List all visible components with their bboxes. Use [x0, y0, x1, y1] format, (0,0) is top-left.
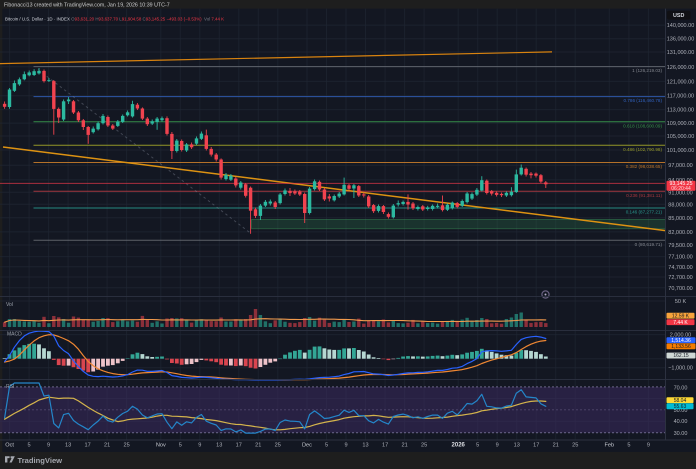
svg-text:40.00: 40.00	[674, 419, 688, 425]
svg-text:85,000.00: 85,000.00	[668, 216, 692, 222]
svg-text:Vol: Vol	[6, 302, 13, 308]
svg-text:2026: 2026	[452, 443, 466, 449]
svg-text:9: 9	[47, 443, 50, 449]
svg-text:Bitcoin / U.S. Dollar · 1D · I: Bitcoin / U.S. Dollar · 1D · INDEX O93,6…	[5, 17, 224, 22]
svg-text:17: 17	[236, 443, 242, 449]
svg-text:91,000.00: 91,000.00	[668, 190, 692, 196]
svg-text:121,000.00: 121,000.00	[667, 79, 695, 85]
svg-text:9: 9	[647, 443, 650, 449]
svg-text:2,000.00: 2,000.00	[670, 333, 691, 339]
svg-text:50 K: 50 K	[675, 299, 687, 305]
svg-text:93,145.25: 93,145.25	[669, 181, 692, 187]
svg-text:Fibonacci13 created with Tradi: Fibonacci13 created with TradingView.com…	[4, 2, 170, 8]
svg-text:9: 9	[496, 443, 499, 449]
svg-text:9: 9	[198, 443, 201, 449]
svg-text:0.486 (102,790.98): 0.486 (102,790.98)	[623, 147, 662, 152]
svg-text:140,000.00: 140,000.00	[667, 23, 695, 29]
svg-text:30.00: 30.00	[674, 431, 688, 437]
svg-text:21: 21	[255, 443, 261, 449]
svg-text:162.15: 162.15	[673, 353, 689, 359]
svg-text:21: 21	[401, 443, 407, 449]
svg-text:17: 17	[84, 443, 90, 449]
svg-text:50.00: 50.00	[674, 408, 688, 414]
svg-text:82,000.00: 82,000.00	[668, 230, 692, 236]
svg-text:105,000.00: 105,000.00	[667, 134, 695, 140]
svg-text:117,000.00: 117,000.00	[667, 94, 694, 100]
svg-text:0.382 (98,038.65): 0.382 (98,038.65)	[626, 164, 663, 169]
svg-text:79,500.00: 79,500.00	[668, 243, 692, 249]
svg-text:101,000.00: 101,000.00	[667, 148, 695, 154]
svg-text:1 (126,219.03): 1 (126,219.03)	[632, 68, 662, 73]
svg-text:Oct: Oct	[5, 443, 14, 449]
svg-text:13: 13	[514, 443, 520, 449]
svg-text:Nov: Nov	[156, 443, 166, 449]
svg-text:55.63: 55.63	[674, 404, 687, 410]
svg-text:TradingView: TradingView	[18, 456, 63, 465]
svg-text:0.146 (87,277.21): 0.146 (87,277.21)	[626, 210, 663, 215]
svg-text:1,133.56: 1,133.56	[671, 344, 691, 350]
svg-text:7.44 K: 7.44 K	[673, 320, 688, 326]
svg-text:0.618 (108,600.09): 0.618 (108,600.09)	[623, 123, 662, 128]
svg-text:12.59 K: 12.59 K	[672, 313, 690, 319]
svg-text:97,000.00: 97,000.00	[668, 163, 692, 169]
svg-text:70,700.00: 70,700.00	[668, 286, 692, 292]
svg-text:25: 25	[421, 443, 427, 449]
svg-text:88,000.00: 88,000.00	[668, 202, 692, 208]
svg-text:136,000.00: 136,000.00	[667, 37, 695, 43]
svg-text:21: 21	[553, 443, 559, 449]
svg-text:−1,000.00: −1,000.00	[668, 366, 693, 372]
svg-text:58.04: 58.04	[674, 398, 687, 404]
svg-text:5: 5	[476, 443, 479, 449]
svg-text:25: 25	[275, 443, 281, 449]
svg-text:5: 5	[179, 443, 182, 449]
svg-text:17: 17	[382, 443, 388, 449]
svg-text:0 (80,619.71): 0 (80,619.71)	[635, 242, 663, 247]
svg-text:MACD: MACD	[7, 332, 22, 338]
svg-text:21: 21	[104, 443, 110, 449]
svg-text:USD: USD	[673, 13, 684, 19]
svg-text:25: 25	[572, 443, 578, 449]
svg-text:06:20:44: 06:20:44	[671, 186, 691, 192]
svg-text:13: 13	[362, 443, 368, 449]
svg-text:13: 13	[65, 443, 71, 449]
svg-text:5: 5	[325, 443, 328, 449]
svg-text:RSI: RSI	[6, 384, 14, 390]
svg-text:109,000.00: 109,000.00	[667, 121, 695, 127]
svg-text:113,000.00: 113,000.00	[667, 108, 694, 114]
svg-text:72,700.00: 72,700.00	[668, 275, 692, 281]
svg-text:Feb: Feb	[604, 443, 614, 449]
svg-text:0.236 (91,381.11): 0.236 (91,381.11)	[626, 193, 662, 198]
svg-text:25: 25	[123, 443, 129, 449]
svg-text:70.00: 70.00	[674, 385, 688, 391]
svg-text:Dec: Dec	[302, 443, 312, 449]
svg-text:126,000.00: 126,000.00	[667, 65, 695, 71]
svg-text:77,100.00: 77,100.00	[668, 255, 692, 261]
svg-text:74,700.00: 74,700.00	[668, 265, 692, 271]
svg-text:131,000.00: 131,000.00	[667, 50, 695, 56]
svg-text:17: 17	[533, 443, 539, 449]
svg-text:0.786 (116,460.78): 0.786 (116,460.78)	[624, 98, 663, 103]
svg-text:5: 5	[627, 443, 630, 449]
svg-text:5: 5	[28, 443, 31, 449]
svg-text:9: 9	[344, 443, 347, 449]
svg-text:1,514.36: 1,514.36	[671, 338, 691, 344]
svg-text:13: 13	[216, 443, 222, 449]
